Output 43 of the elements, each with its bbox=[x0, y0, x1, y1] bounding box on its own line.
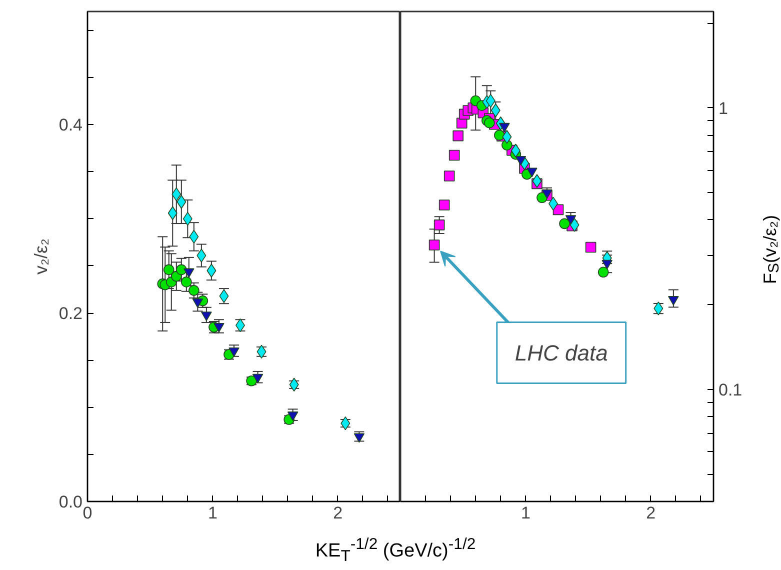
y-tick-label: 0.2 bbox=[58, 304, 83, 324]
x-tick-label: 2 bbox=[646, 504, 656, 522]
point bbox=[565, 215, 576, 225]
y-axis-title: v₂/ε₂ bbox=[30, 238, 51, 274]
point bbox=[499, 122, 510, 132]
point bbox=[434, 220, 445, 230]
point bbox=[163, 264, 174, 276]
point bbox=[228, 347, 240, 357]
y-tick-label: 0.0 bbox=[58, 492, 83, 512]
point bbox=[428, 240, 440, 250]
y2-tick-label: 1 bbox=[718, 98, 728, 118]
x-tick-label: 2 bbox=[333, 504, 343, 522]
x-tick-label: 1 bbox=[208, 504, 218, 522]
point bbox=[448, 150, 460, 161]
point bbox=[192, 298, 204, 308]
point bbox=[559, 218, 570, 230]
point bbox=[184, 268, 194, 278]
y2-tick-label: 0.1 bbox=[718, 380, 742, 400]
point bbox=[598, 266, 609, 278]
point bbox=[484, 117, 495, 128]
point bbox=[515, 156, 526, 166]
point bbox=[494, 130, 505, 141]
point bbox=[570, 218, 580, 232]
point bbox=[196, 248, 206, 262]
y-tick-label: 0.4 bbox=[58, 116, 83, 135]
point bbox=[602, 260, 612, 270]
point bbox=[188, 285, 200, 296]
point bbox=[181, 276, 192, 288]
point bbox=[532, 174, 542, 188]
point bbox=[287, 412, 298, 421]
point bbox=[176, 264, 187, 276]
point bbox=[438, 200, 450, 210]
point bbox=[214, 322, 224, 332]
point bbox=[444, 170, 455, 182]
point bbox=[252, 374, 264, 384]
point bbox=[526, 168, 538, 178]
annotation: LHC data bbox=[514, 340, 608, 366]
point bbox=[452, 130, 464, 142]
x-tick-label: 1 bbox=[520, 504, 530, 522]
point bbox=[668, 296, 679, 306]
x-tick-label: 0 bbox=[82, 504, 92, 522]
point bbox=[585, 242, 596, 253]
x-axis-title: KE$_{T}$$^{-1/2}$ (GeV/c)$^{-1/2}$ bbox=[315, 535, 476, 568]
